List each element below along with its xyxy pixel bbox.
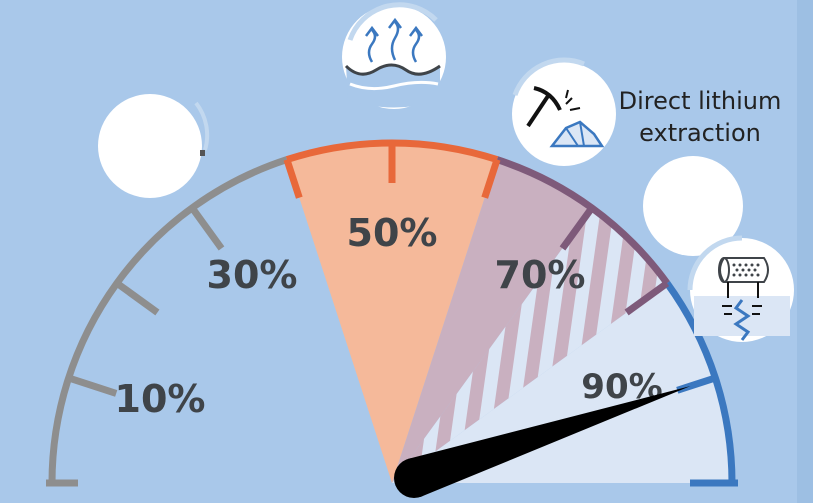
label-70-percent: 70% — [495, 253, 586, 297]
dle-caption-line-2: extraction — [639, 119, 761, 147]
gauge-arc-gray — [52, 160, 287, 483]
gauge-tick-20 — [117, 283, 157, 312]
dle-caption-line-1: Direct lithium — [619, 87, 782, 115]
gauge-tick-10 — [69, 378, 117, 394]
label-10-percent: 10% — [115, 377, 206, 421]
gauge-tick-30 — [192, 208, 221, 249]
right-edge-band — [797, 0, 813, 503]
drilling-rig-icon — [690, 238, 794, 342]
placeholder-circle-left — [98, 94, 202, 198]
evaporation-icon — [342, 5, 446, 109]
label-30-percent: 30% — [207, 253, 298, 297]
label-50-percent: 50% — [347, 211, 438, 255]
mining-pick-icon — [512, 60, 616, 166]
